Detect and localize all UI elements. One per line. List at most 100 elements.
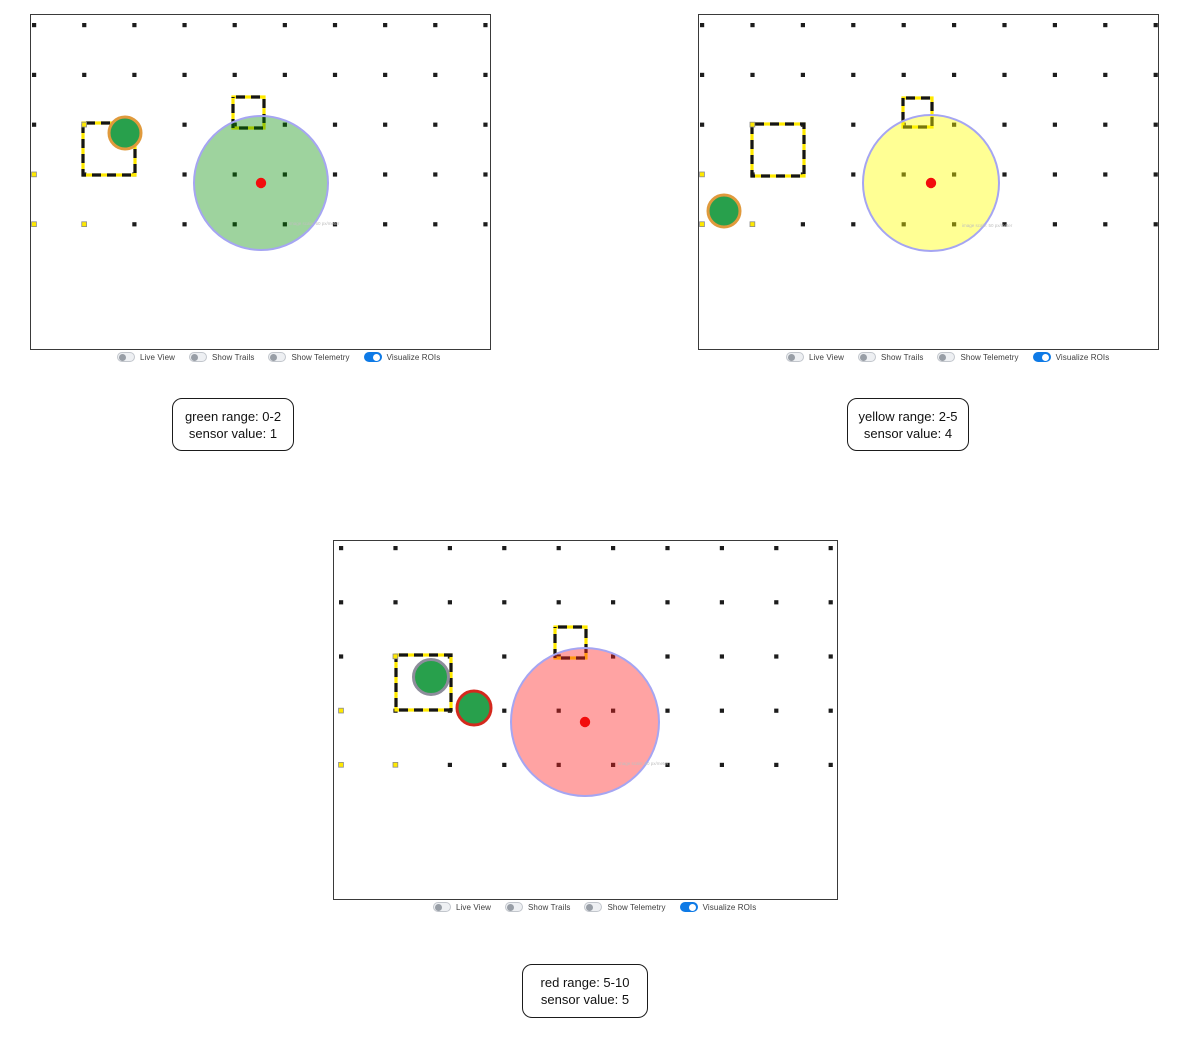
grid-dot	[611, 600, 616, 605]
grid-dot	[1052, 172, 1057, 177]
toggle-label: Show Trails	[528, 902, 571, 912]
grid-dot	[393, 546, 398, 551]
grid-dot	[556, 600, 561, 605]
toggle-switch	[858, 352, 876, 362]
range-line: yellow range: 2-5	[858, 408, 958, 424]
toggle-visualize-rois[interactable]: Visualize ROIs	[363, 352, 441, 362]
toggle-show-telemetry[interactable]: Show Telemetry	[584, 902, 666, 912]
grid-dot	[774, 546, 779, 551]
grid-dot	[611, 546, 616, 551]
grid-dot	[282, 72, 287, 77]
toggle-live-view[interactable]: Live View	[433, 902, 491, 912]
range-line: green range: 0-2	[184, 408, 282, 424]
grid-dot	[383, 72, 388, 77]
toggle-show-telemetry[interactable]: Show Telemetry	[937, 352, 1019, 362]
toggle-live-view[interactable]: Live View	[786, 352, 844, 362]
toggle-label: Show Telemetry	[291, 352, 350, 362]
roi-rect	[231, 95, 266, 130]
sensor-center-dot	[579, 716, 591, 728]
grid-dot	[502, 762, 507, 767]
grid-dot	[332, 222, 338, 227]
grid-dot	[502, 600, 507, 605]
grid-dot	[1103, 72, 1108, 77]
toggle-switch	[433, 902, 451, 912]
grid-dot	[611, 654, 616, 659]
range-line: red range: 5-10	[540, 975, 630, 990]
grid-dot	[433, 23, 438, 28]
grid-dot	[719, 546, 724, 551]
grid-dot-highlighted	[31, 171, 37, 178]
grid-dot	[828, 708, 833, 713]
grid-dot	[182, 222, 187, 227]
toggle-knob	[270, 354, 278, 361]
toggle-knob	[860, 354, 867, 361]
grid-dot	[447, 600, 452, 605]
toggle-switch	[584, 902, 603, 912]
grid-dot	[1052, 222, 1057, 227]
grid-dot	[182, 122, 187, 127]
grid-dot	[556, 762, 561, 767]
toggle-label: Show Telemetry	[960, 352, 1019, 362]
grid-dot	[502, 546, 507, 551]
tracked-object-circle	[455, 689, 493, 727]
toggle-visualize-rois[interactable]: Visualize ROIs	[679, 902, 757, 912]
sensor-canvas[interactable]: image scale: 50 px/meter	[333, 540, 838, 900]
grid-dot	[828, 762, 833, 767]
toggle-visualize-rois[interactable]: Visualize ROIs	[1032, 352, 1110, 362]
toggle-switch	[505, 902, 523, 912]
sensor-canvas[interactable]: image scale: 50 px/meter	[698, 14, 1159, 350]
toggle-label: Visualize ROIs	[702, 902, 757, 912]
grid-dot	[1153, 172, 1158, 177]
grid-dot	[383, 23, 388, 28]
grid-dot	[483, 23, 488, 28]
grid-dot	[232, 23, 237, 28]
grid-dot	[182, 72, 187, 77]
grid-dot	[332, 172, 338, 177]
grid-dot	[1103, 222, 1108, 227]
toggle-switch	[937, 352, 956, 362]
toggle-live-view[interactable]: Live View	[117, 352, 175, 362]
grid-dot	[339, 654, 344, 659]
grid-dot	[719, 654, 724, 659]
toggle-knob	[191, 354, 198, 361]
toggle-label: Visualize ROIs	[386, 352, 441, 362]
scale-watermark: image scale: 50 px/meter	[962, 223, 1013, 228]
grid-dot	[232, 172, 237, 177]
toggle-label: Show Trails	[881, 352, 924, 362]
grid-dot	[1153, 122, 1158, 127]
sensor-canvas[interactable]: image scale: 50 px/meter	[30, 14, 491, 350]
toggle-label: Show Telemetry	[607, 902, 666, 912]
grid-dot	[611, 762, 616, 767]
toggle-show-telemetry[interactable]: Show Telemetry	[268, 352, 350, 362]
grid-dot	[1002, 23, 1007, 28]
grid-dot	[32, 72, 37, 77]
grid-dot	[828, 546, 833, 551]
grid-dot	[556, 546, 561, 551]
range-readout: green range: 0-2 sensor value: 1	[172, 398, 294, 451]
grid-dot	[952, 72, 957, 77]
grid-dot	[1002, 222, 1007, 227]
grid-dot	[1153, 222, 1158, 227]
toggle-show-trails[interactable]: Show Trails	[505, 902, 570, 912]
grid-dot	[483, 222, 488, 227]
scale-watermark: image scale: 50 px/meter	[289, 221, 340, 226]
toggle-knob	[788, 354, 795, 361]
grid-dot	[332, 122, 338, 127]
range-readout: red range: 5-10 sensor value: 5	[522, 964, 648, 1018]
toggle-switch	[786, 352, 804, 362]
sensor-value-line: sensor value: 5	[540, 992, 630, 1007]
toggle-show-trails[interactable]: Show Trails	[858, 352, 923, 362]
toggle-switch	[1032, 352, 1051, 362]
toggle-label: Show Trails	[212, 352, 255, 362]
grid-dot	[282, 172, 287, 177]
grid-dot	[82, 72, 87, 77]
toggle-switch	[189, 352, 207, 362]
grid-dot	[1002, 172, 1007, 177]
toggle-knob	[586, 904, 594, 911]
grid-dot-highlighted	[338, 707, 344, 714]
toggle-show-trails[interactable]: Show Trails	[189, 352, 254, 362]
grid-dot	[700, 72, 705, 77]
grid-dot	[132, 72, 137, 77]
grid-dot-highlighted	[699, 221, 705, 228]
grid-dot	[433, 122, 438, 127]
